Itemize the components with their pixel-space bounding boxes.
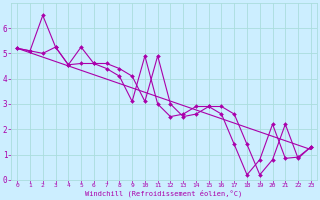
X-axis label: Windchill (Refroidissement éolien,°C): Windchill (Refroidissement éolien,°C) xyxy=(85,190,243,197)
